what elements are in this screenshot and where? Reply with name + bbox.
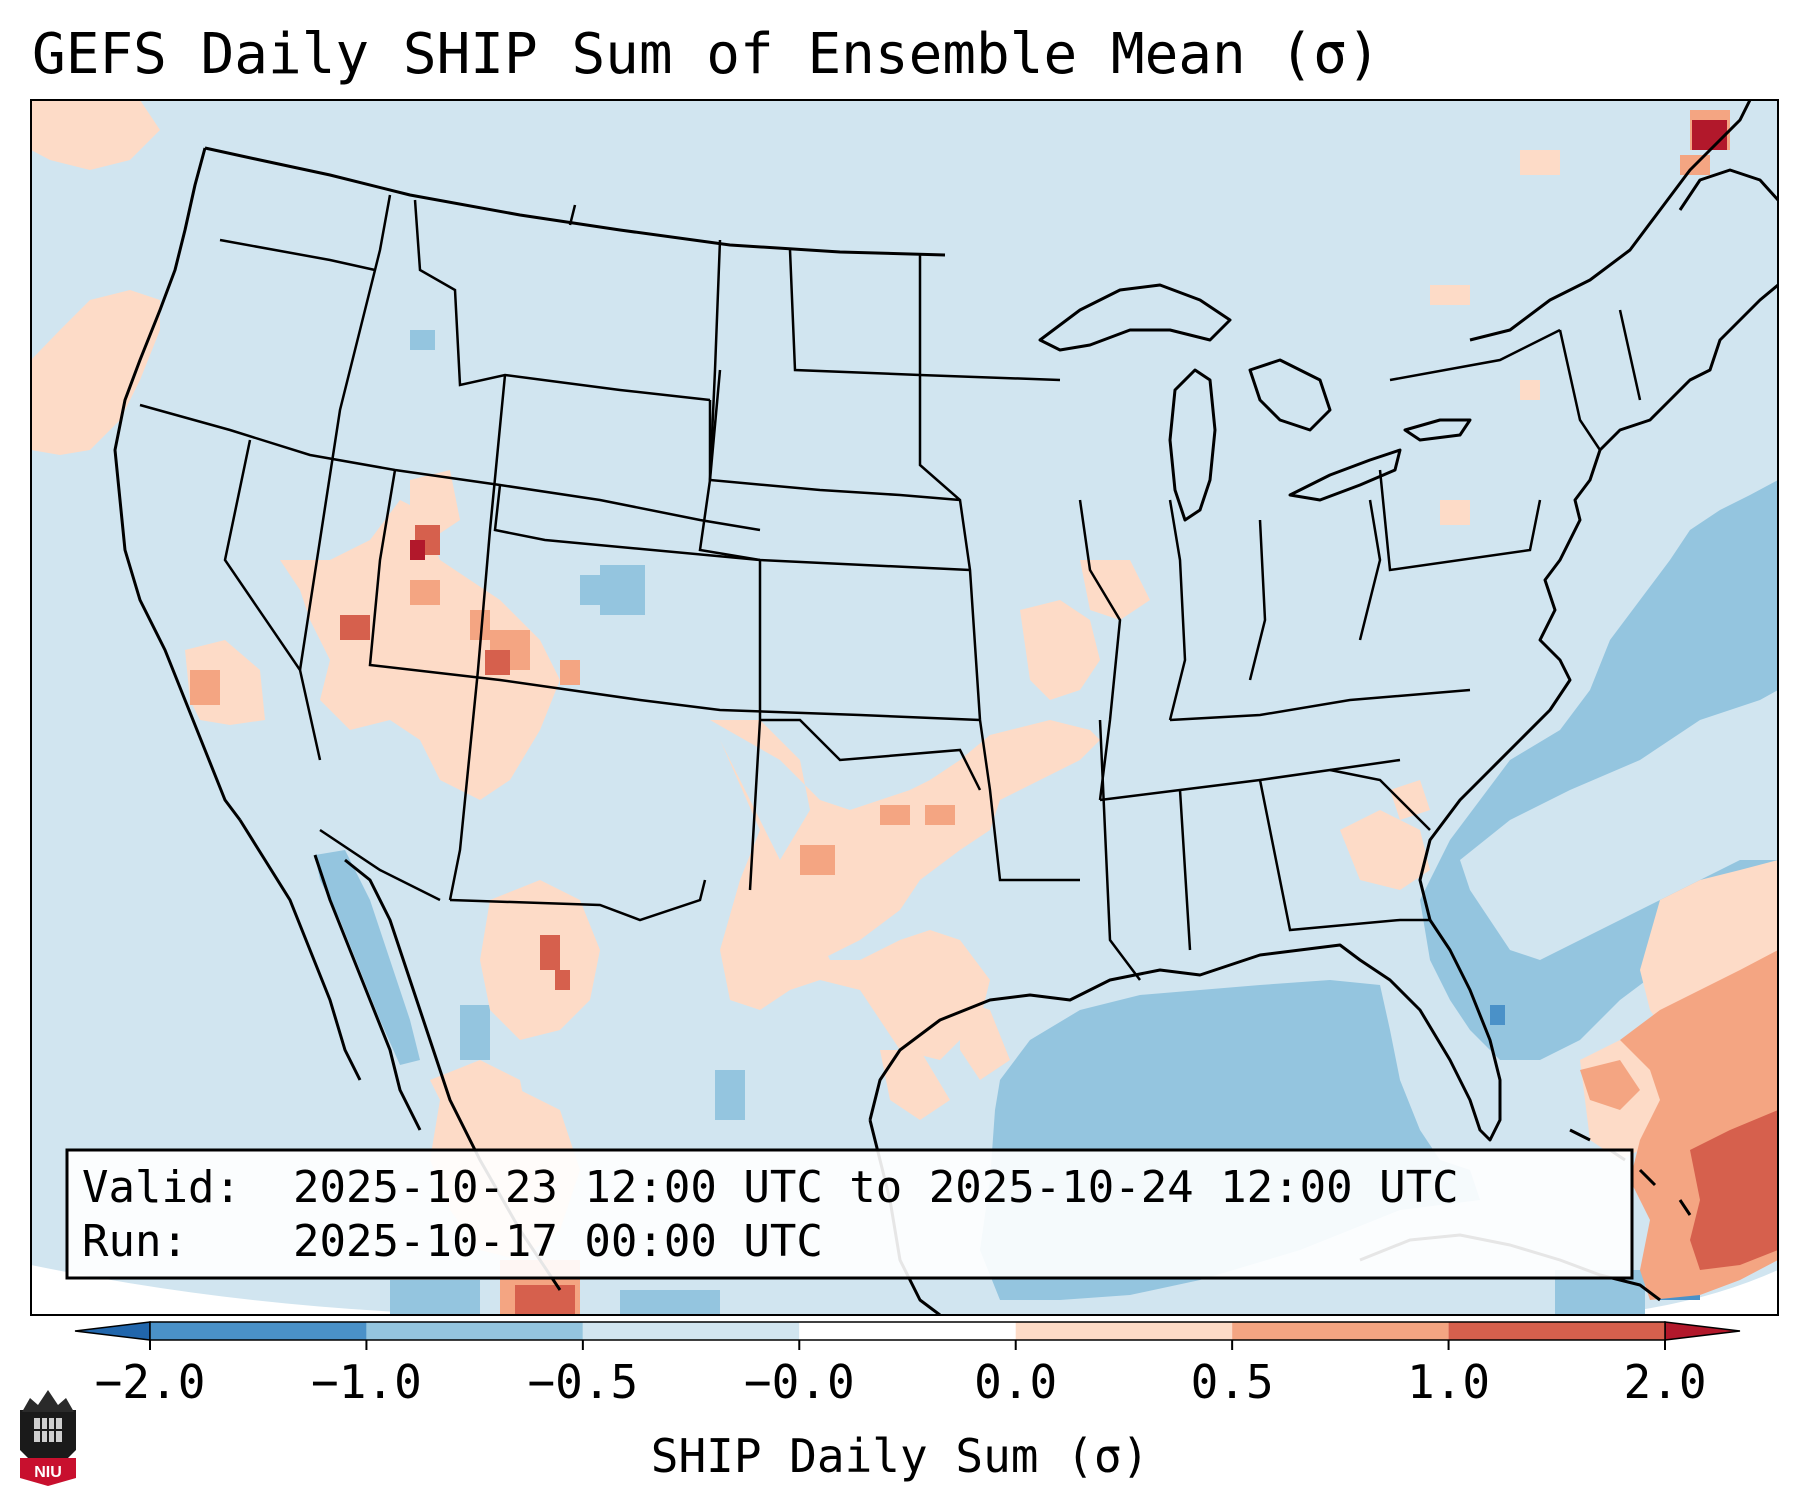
colorbar-bin [1232, 1322, 1449, 1340]
state-borders [139, 194, 1642, 981]
projection-edge-left [31, 1265, 480, 1315]
st-lawrence [1469, 100, 1752, 342]
coastlines [113, 100, 1778, 1315]
run-value: 2025-10-17 00:00 UTC [293, 1216, 823, 1267]
pacific-coast [113, 147, 242, 821]
lake-ontario [1403, 418, 1472, 442]
border-wa-or [219, 238, 376, 272]
colorbar-tick-label: −2.0 [95, 1355, 206, 1409]
border-sc [1329, 768, 1431, 831]
border-ms-al [1098, 719, 1141, 981]
gulf-coast [868, 919, 1502, 1142]
map-frame [30, 99, 1779, 1316]
border-36-37 [368, 469, 981, 722]
border-us-mexico [449, 879, 707, 922]
projection-edge-right [1600, 1270, 1778, 1315]
baja-east-coast [313, 854, 422, 1131]
gaspe [1678, 168, 1778, 211]
logo-tower-top [22, 1390, 74, 1412]
border-nd-sd [788, 249, 1061, 382]
baja-west-coast [238, 819, 362, 1081]
border-in-oh [1248, 519, 1267, 681]
border-il-in [1168, 499, 1187, 721]
border-az-mexico [319, 828, 441, 902]
border-vt-nh [1558, 329, 1602, 451]
anomaly-positive-strong [340, 525, 1778, 1315]
border-north-central [139, 403, 761, 532]
colorbar-bin [799, 1322, 1016, 1340]
border-mn-ia [918, 255, 982, 721]
border-ok-tx [760, 718, 982, 791]
colorbar-bin [1015, 1322, 1233, 1340]
border-mo-il [1078, 499, 1122, 801]
colorbar-bin [366, 1322, 583, 1340]
colorbar-bin [150, 1322, 367, 1340]
border-ar-la [978, 719, 1080, 882]
run-label: Run: [82, 1216, 188, 1267]
colorbar-extend-max [1664, 1321, 1741, 1341]
colorbar-bin [1448, 1322, 1665, 1340]
colorbar-label: SHIP Daily Sum (σ) [651, 1429, 1150, 1483]
border-pa-ny [1378, 469, 1542, 572]
border-ne [708, 400, 961, 502]
colorbar-tick-label: −0.5 [527, 1355, 638, 1409]
colorbar-bin [582, 1322, 800, 1340]
border-ut-co [448, 374, 507, 901]
border-mt-nd [568, 204, 577, 226]
lake-superior [1038, 283, 1232, 352]
colorbar: −2.0 −1.0 −0.5 −0.0 0.0 0.5 1.0 2.0 [74, 1321, 1741, 1409]
colorbar-tick-label: −1.0 [311, 1355, 422, 1409]
valid-value: 2025-10-23 12:00 UTC to 2025-10-24 12:00… [293, 1162, 1459, 1213]
border-sd-ne [708, 369, 722, 481]
border-nh-me [1618, 309, 1642, 401]
lake-michigan [1168, 368, 1217, 522]
valid-label: Valid: [82, 1162, 241, 1213]
chart-title: GEFS Daily SHIP Sum of Ensemble Mean (σ) [32, 22, 1381, 87]
border-ga-fl [1258, 779, 1430, 932]
map-panel [31, 100, 1778, 1315]
us-canada-border [204, 146, 946, 257]
colorbar-tick-label: 0.5 [1191, 1355, 1274, 1409]
border-al-ga [1178, 789, 1192, 951]
colorbar-tick-label: 0.0 [974, 1355, 1057, 1409]
border-oh-pa [1358, 499, 1382, 641]
border-nv-ca [223, 439, 322, 761]
map-background [31, 100, 1778, 1315]
border-id-or [298, 194, 392, 671]
lake-huron [1248, 358, 1332, 432]
colorbar-tick-label: −0.0 [744, 1355, 855, 1409]
colorbar-extend-min [74, 1321, 151, 1341]
niu-logo: NIU [20, 1390, 76, 1486]
colorbar-tick-label: 1.0 [1407, 1355, 1490, 1409]
colorbar-tick-label: 2.0 [1623, 1355, 1706, 1409]
logo-text: NIU [34, 1464, 62, 1481]
logo-banner [20, 1458, 76, 1486]
colorbar-frame [149, 1321, 1666, 1341]
anomaly-positive-extreme [410, 120, 1727, 560]
info-box [65, 1148, 1634, 1280]
lake-erie [1288, 448, 1402, 502]
atlantic-coast [1418, 283, 1778, 921]
border-ky-tn [1169, 688, 1471, 722]
border-mt-wy [413, 199, 711, 402]
border-ny-canada [1389, 328, 1561, 382]
border-co-ks [493, 484, 971, 572]
